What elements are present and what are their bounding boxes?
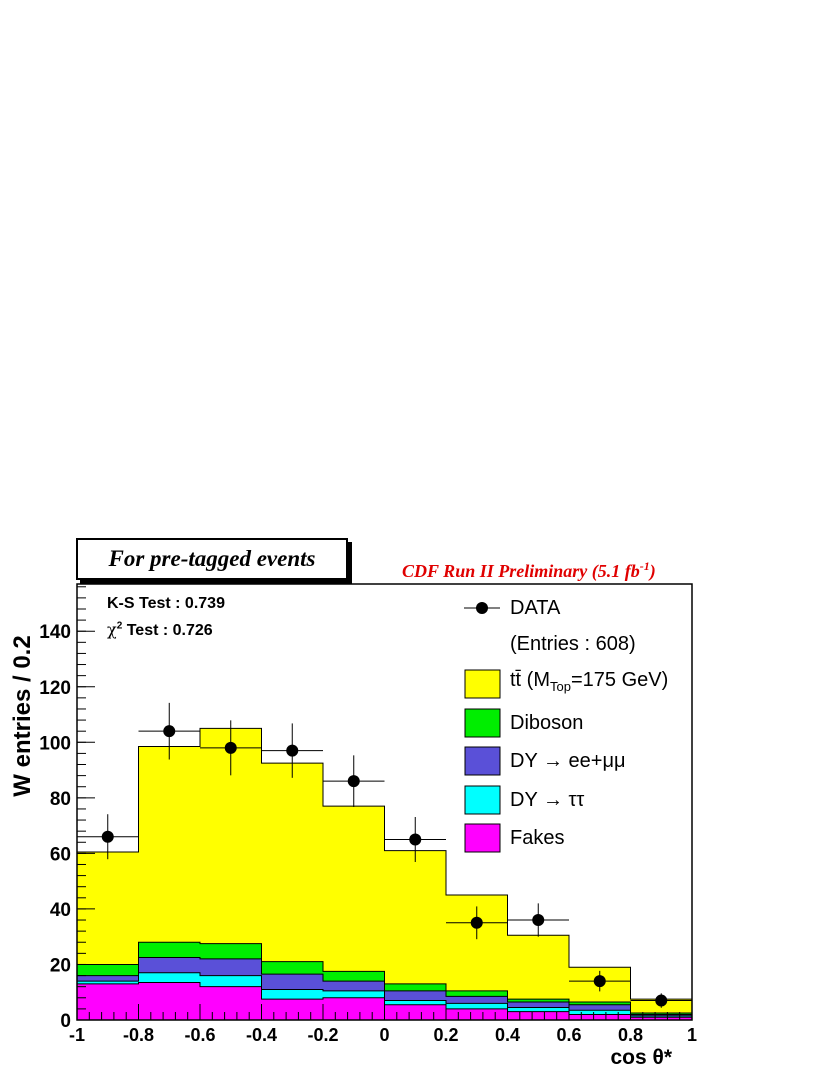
legend-fakes-label: Fakes — [510, 827, 565, 849]
outline-dytt — [76, 972, 693, 1020]
legend-swatch-dyee — [464, 746, 501, 776]
bar-fakes — [446, 1008, 508, 1020]
legend-diboson-label: Diboson — [510, 712, 584, 734]
data-point — [101, 830, 114, 843]
data-point — [655, 994, 668, 1007]
y-tick-labels: 0 20 40 60 80 100 120 140 — [39, 622, 71, 1032]
bar-fakes — [569, 1014, 631, 1020]
bar-fakes — [261, 999, 323, 1020]
data-point — [286, 744, 299, 757]
legend-data-marker — [476, 602, 488, 614]
bar-fakes — [630, 1017, 692, 1020]
legend-data-label: DATA — [510, 597, 561, 619]
x-tick-label: -1 — [69, 1025, 85, 1045]
plot-frame — [76, 583, 693, 1021]
x-tick-label: 1 — [687, 1025, 697, 1045]
x-tick-label: -0.8 — [123, 1025, 154, 1045]
bar-fakes — [507, 1011, 569, 1020]
legend-dyee-label: DY → ee+μμ — [510, 750, 626, 772]
legend-ttbar-sub: Top — [550, 679, 571, 694]
cdf-label-text: CDF Run II Preliminary (5.1 fb — [402, 561, 640, 581]
y-tick-label: 120 — [39, 678, 71, 699]
stack-bars — [76, 727, 693, 1020]
data-point — [163, 725, 176, 738]
x-tick-label: 0.4 — [495, 1025, 520, 1045]
x-tick-label: -0.6 — [184, 1025, 215, 1045]
pretag-title: For pre-tagged events — [108, 546, 316, 571]
x-tick-label: 0 — [379, 1025, 389, 1045]
x-tick-label: 0.8 — [618, 1025, 643, 1045]
x-tick-label: 0.6 — [556, 1025, 581, 1045]
bar-fakes — [200, 986, 262, 1020]
cdf-label-close: ) — [649, 561, 656, 581]
legend-dytt-label: DY → ττ — [510, 789, 585, 811]
outline-diboson — [76, 941, 693, 1020]
y-tick-label: 20 — [50, 955, 71, 976]
y-tick-label: 140 — [39, 622, 71, 643]
data-point — [347, 775, 360, 788]
y-axis-label: W entries / 0.2 — [9, 635, 36, 796]
outline-dyee — [76, 957, 693, 1020]
pretag-title-box: For pre-tagged events — [76, 538, 348, 580]
outline-fakes — [76, 982, 693, 1020]
x-tick-label: 0.2 — [433, 1025, 458, 1045]
legend-swatch-dytt — [464, 785, 501, 815]
data-points — [77, 702, 692, 1008]
data-point — [532, 914, 545, 927]
chi2-test: χ2 Test : 0.726 — [107, 620, 213, 640]
legend-swatch-fakes — [464, 823, 501, 853]
data-point — [470, 916, 483, 929]
chi2-exp: 2 — [116, 620, 123, 632]
bar-fakes — [323, 997, 385, 1020]
legend-swatch-ttbar — [464, 669, 501, 699]
chi2-symbol: χ — [107, 620, 117, 639]
legend-swatch-diboson — [464, 708, 501, 738]
ks-test: K-S Test : 0.739 — [107, 595, 225, 612]
chi2-text: Test : 0.726 — [126, 622, 213, 639]
cdf-label-exp: -1 — [639, 559, 650, 573]
y-tick-label: 100 — [39, 733, 71, 754]
legend-ttbar-label: tt̄ (MTop=175 GeV) — [510, 669, 668, 694]
legend-ttbar-pre: tt̄ (M — [510, 669, 550, 691]
cdf-label: CDF Run II Preliminary (5.1 fb-1) — [402, 559, 656, 582]
y-tick-label: 60 — [50, 844, 71, 865]
x-tick-label: -0.4 — [246, 1025, 277, 1045]
y-tick-label: 80 — [50, 789, 71, 810]
x-tick-labels: -1 -0.8 -0.6 -0.4 -0.2 0 0.2 0.4 0.6 0.8 1 — [69, 1025, 697, 1045]
y-tick-label: 0 — [60, 1011, 71, 1032]
legend-ttbar-post: =175 GeV) — [570, 669, 669, 691]
axis-ticks — [76, 586, 693, 1021]
data-point — [224, 741, 237, 754]
bar-fakes — [384, 1004, 446, 1020]
data-point — [593, 975, 606, 988]
bar-fakes — [77, 983, 139, 1020]
x-tick-label: -0.2 — [307, 1025, 338, 1045]
bar-fakes — [138, 982, 200, 1020]
legend-entries: (Entries : 608) — [510, 633, 636, 655]
data-point — [409, 833, 422, 846]
x-axis-label: cos θ* — [610, 1046, 672, 1069]
legend-swatches — [464, 602, 501, 853]
y-tick-label: 40 — [50, 900, 71, 921]
